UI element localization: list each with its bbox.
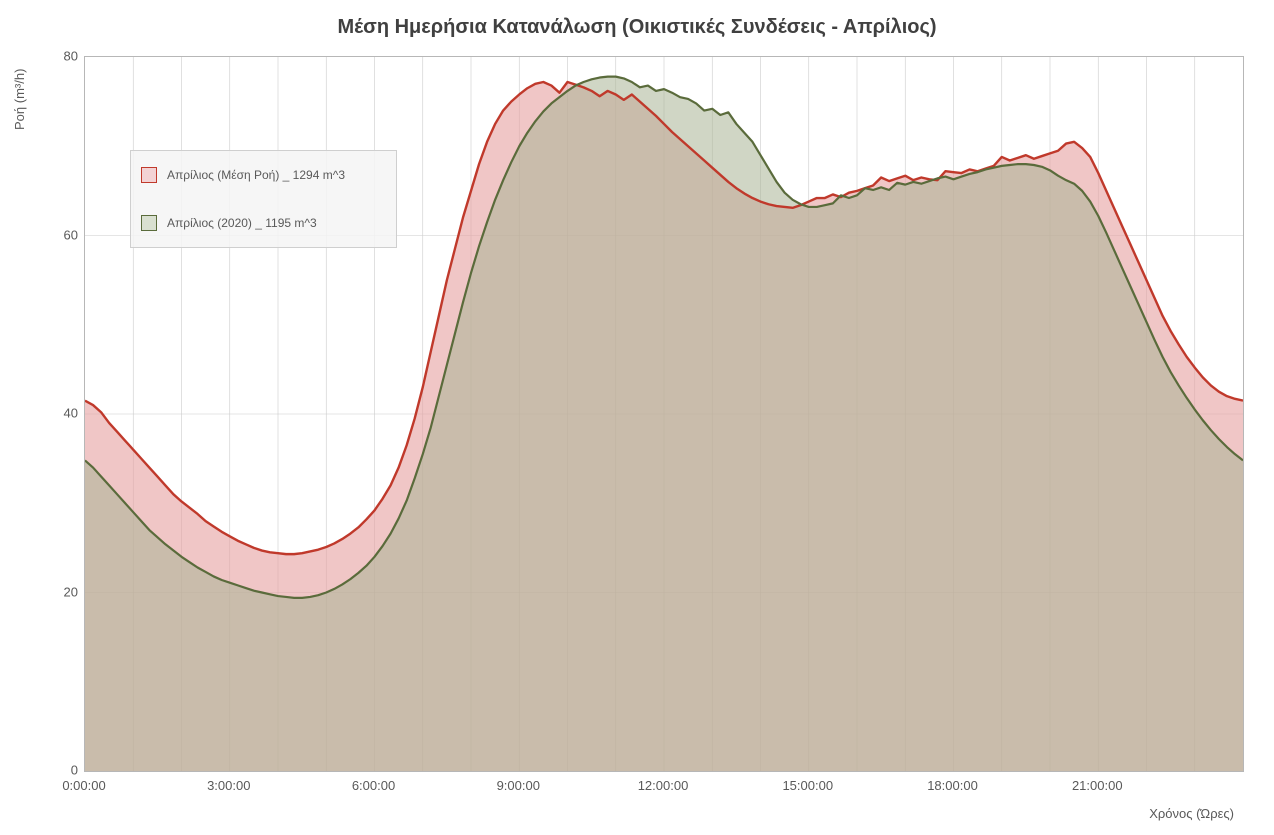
legend-swatch-1 [141,215,157,231]
x-tick-label: 21:00:00 [1072,778,1123,793]
x-tick-label: 12:00:00 [638,778,689,793]
y-tick-label: 20 [64,584,78,599]
x-tick-label: 6:00:00 [352,778,395,793]
legend-item-1: Απρίλιος (2020) _ 1195 m^3 [131,199,396,247]
y-axis-label: Ροή (m³/h) [12,69,27,130]
legend-item-0: Απρίλιος (Μέση Ροή) _ 1294 m^3 [131,151,396,199]
x-tick-label: 0:00:00 [62,778,105,793]
y-tick-label: 80 [64,49,78,64]
x-tick-label: 18:00:00 [927,778,978,793]
legend-label-1: Απρίλιος (2020) _ 1195 m^3 [167,216,317,230]
x-tick-label: 9:00:00 [497,778,540,793]
x-axis-label: Χρόνος (Ώρες) [1149,806,1234,821]
y-tick-label: 0 [71,763,78,778]
y-tick-label: 60 [64,227,78,242]
x-tick-label: 3:00:00 [207,778,250,793]
legend-label-0: Απρίλιος (Μέση Ροή) _ 1294 m^3 [167,168,345,182]
x-tick-label: 15:00:00 [782,778,833,793]
y-tick-label: 40 [64,406,78,421]
chart-container: Μέση Ημερήσια Κατανάλωση (Οικιστικές Συν… [0,0,1274,835]
legend: Απρίλιος (Μέση Ροή) _ 1294 m^3 Απρίλιος … [130,150,397,248]
legend-swatch-0 [141,167,157,183]
chart-title: Μέση Ημερήσια Κατανάλωση (Οικιστικές Συν… [0,16,1274,39]
